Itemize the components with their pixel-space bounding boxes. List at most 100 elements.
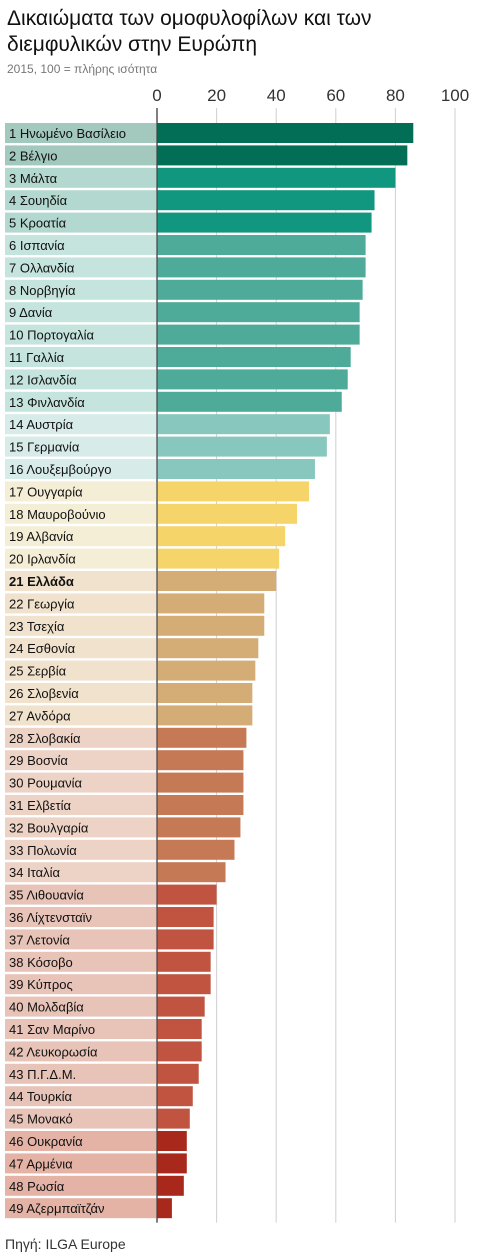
category-label-background (5, 727, 157, 748)
bar (157, 347, 351, 367)
category-label: 34 Ιταλία (9, 865, 61, 880)
bar (157, 212, 372, 233)
category-label: 16 Λουξεμβούργο (9, 462, 111, 477)
bar (157, 839, 235, 860)
category-label-background (5, 167, 157, 188)
bar (157, 1108, 190, 1129)
category-label-background (5, 548, 157, 569)
category-label: 4 Σουηδία (9, 193, 68, 208)
category-label: 10 Πορτογαλία (9, 328, 94, 343)
category-label-background (5, 615, 157, 636)
category-label-background (5, 1041, 157, 1062)
category-label-background (5, 324, 157, 345)
bar (157, 884, 217, 905)
category-label: 22 Γεωργία (9, 596, 75, 611)
category-label: 40 Μολδαβία (9, 1000, 84, 1015)
category-label: 14 Αυστρία (9, 417, 74, 432)
category-label: 21 Ελλάδα (9, 574, 74, 589)
category-label-background (5, 123, 157, 143)
bar (157, 1198, 172, 1219)
bar (157, 526, 286, 547)
category-label-background (5, 347, 157, 367)
category-label: 26 Σλοβενία (9, 686, 79, 701)
category-label: 11 Γαλλία (9, 350, 65, 365)
category-label-background (5, 212, 157, 233)
category-label: 29 Βοσνία (9, 753, 68, 768)
category-label: 31 Ελβετία (9, 798, 72, 813)
category-label: 42 Λευκορωσία (9, 1044, 98, 1059)
category-label: 30 Ρουμανία (9, 776, 82, 791)
category-label-background (5, 907, 157, 927)
category-label: 46 Ουκρανία (9, 1134, 83, 1149)
category-label-background (5, 750, 157, 771)
category-label-background (5, 1131, 157, 1151)
category-label-background (5, 481, 157, 502)
category-label: 37 Λετονία (9, 932, 70, 947)
category-label-background (5, 660, 157, 681)
bar (157, 683, 253, 703)
category-label: 23 Τσεχία (9, 619, 65, 634)
category-label: 20 Ιρλανδία (9, 552, 76, 567)
bar (157, 638, 259, 659)
bar (157, 996, 205, 1017)
category-label-background (5, 1086, 157, 1107)
category-label: 35 Λιθουανία (9, 888, 84, 903)
bar (157, 862, 226, 883)
x-tick-label: 80 (386, 86, 405, 105)
category-label-background (5, 190, 157, 211)
bar (157, 302, 360, 323)
bar (157, 1131, 187, 1151)
bar (157, 615, 265, 636)
category-label-background (5, 1063, 157, 1084)
category-label-background (5, 996, 157, 1017)
category-label-background (5, 503, 157, 524)
category-label: 15 Γερμανία (9, 440, 80, 455)
bar (157, 123, 414, 143)
x-tick-label: 100 (441, 86, 469, 105)
bar (157, 324, 360, 345)
category-label: 9 Δανία (9, 305, 53, 320)
category-label-background (5, 436, 157, 457)
bar (157, 235, 366, 255)
bar (157, 257, 366, 278)
category-label-background (5, 1153, 157, 1174)
bar (157, 481, 309, 502)
category-label-background (5, 1175, 157, 1196)
category-label: 17 Ουγγαρία (9, 484, 83, 499)
bar (157, 279, 363, 300)
category-label: 7 Ολλανδία (9, 260, 75, 275)
category-label: 36 Λίχτενσταϊν (9, 910, 92, 925)
bar (157, 571, 277, 591)
bar (157, 795, 244, 815)
bar (157, 1063, 199, 1084)
bar (157, 459, 315, 479)
category-label-background (5, 839, 157, 860)
category-label-background (5, 929, 157, 950)
category-label: 41 Σαν Μαρίνο (9, 1022, 95, 1037)
category-label: 28 Σλοβακία (9, 731, 81, 746)
bar (157, 907, 214, 927)
bar (157, 929, 214, 950)
category-label-background (5, 279, 157, 300)
category-label: 47 Αρμένια (9, 1156, 73, 1171)
bar (157, 951, 211, 972)
bar (157, 548, 280, 569)
category-label: 49 Αζερμπαϊτζάν (9, 1201, 104, 1216)
category-label-background (5, 1019, 157, 1039)
category-label: 44 Τουρκία (9, 1089, 72, 1104)
bar-chart: 0 20 40 60 80 100 1 Ηνωμένο Βασίλειο 2 Βέλγιο 3 … (5, 86, 469, 1223)
category-label: 13 Φινλανδία (9, 395, 85, 410)
chart-subtitle: 2015, 100 = πλήρης ισότητα (7, 62, 158, 76)
bar (157, 705, 253, 726)
bar (157, 369, 348, 390)
category-label: 33 Πολωνία (9, 843, 77, 858)
category-label-background (5, 369, 157, 390)
category-label-background (5, 951, 157, 972)
category-label: 2 Βέλγιο (9, 148, 57, 163)
category-label: 19 Αλβανία (9, 529, 74, 544)
category-label-background (5, 638, 157, 659)
category-label-background (5, 571, 157, 591)
category-label: 1 Ηνωμένο Βασίλειο (9, 126, 126, 141)
category-label-background (5, 526, 157, 547)
chart-title: Δικαιώματα των ομοφυλοφίλων και των διεμ… (7, 7, 372, 56)
